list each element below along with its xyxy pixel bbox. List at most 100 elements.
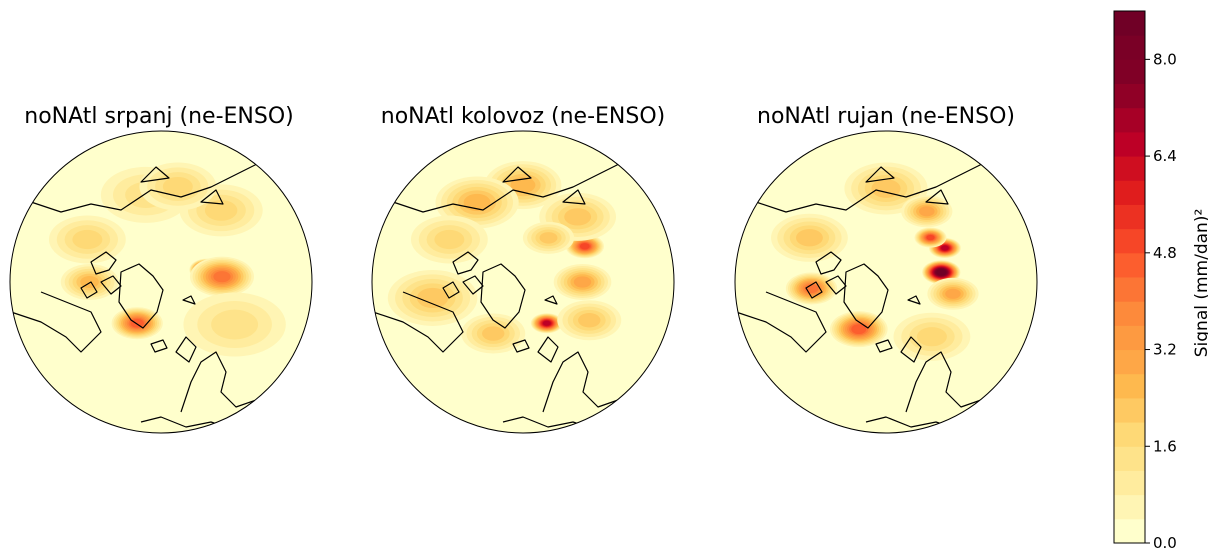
coastline: [452, 251, 479, 275]
colorbar-tick-label: 1.6: [1153, 437, 1177, 455]
signal-contour: [434, 229, 465, 250]
colorbar-block: [1114, 494, 1145, 520]
colorbar-ticks: 0.0 1.6 3.2 4.8 6.4 8.0: [1145, 50, 1177, 552]
coastline: [175, 336, 197, 363]
colorbar-block: [1114, 446, 1145, 471]
signal-contour: [72, 229, 103, 250]
signal-contour: [510, 177, 536, 194]
coastline: [512, 339, 530, 353]
signal-contour: [936, 269, 946, 276]
coastline: [544, 295, 558, 305]
coastline: [480, 263, 526, 329]
coastline: [900, 336, 922, 363]
signal-contour: [871, 179, 901, 198]
signal-contour: [130, 318, 144, 328]
colorbar-block: [1114, 518, 1145, 544]
colorbar-block: [1114, 131, 1145, 157]
signal-contour: [482, 326, 505, 341]
colorbar-block: [1114, 349, 1145, 375]
coastline: [180, 351, 272, 413]
colorbar-block: [1114, 470, 1145, 496]
signal-contour: [542, 320, 551, 326]
colorbar-tick-label: 6.4: [1153, 147, 1177, 165]
signal-contour: [916, 327, 947, 347]
coastline: [875, 339, 893, 353]
map-panel-kolovoz: noNAtl kolovoz (ne-ENSO): [371, 104, 675, 434]
colorbar-block: [1114, 397, 1145, 423]
signal-contour: [926, 234, 935, 241]
map-boundary: [371, 130, 675, 434]
coastline: [182, 295, 196, 305]
coastline: [100, 275, 122, 295]
coastline: [80, 281, 98, 299]
signal-contour: [416, 287, 449, 309]
coastline: [372, 291, 464, 353]
signal-contour: [564, 208, 592, 226]
colorbar-tick-label: 4.8: [1153, 244, 1177, 262]
colorbar-block: [1114, 35, 1145, 60]
coastline: [905, 351, 997, 413]
colorbar-tick-label: 0.0: [1153, 534, 1177, 552]
coastline: [140, 166, 170, 183]
coastline: [542, 351, 634, 413]
coastline: [537, 336, 559, 363]
signal-contour: [795, 229, 823, 247]
coastline: [805, 281, 823, 299]
colorbar-block: [1114, 59, 1145, 85]
signal-contour: [539, 232, 558, 244]
colorbar-block: [1114, 107, 1145, 133]
signal-contour: [919, 206, 935, 217]
signal-field: [387, 161, 622, 354]
signal-contour: [573, 276, 592, 288]
colorbar-label: Signal (mm/dan)²: [1192, 209, 1208, 358]
colorbar-block: [1114, 83, 1145, 109]
map-background: [735, 131, 1037, 433]
colorbar-blocks: [1114, 11, 1145, 544]
coastline: [200, 189, 224, 205]
map-panel-srpanj: noNAtl srpanj (ne-ENSO): [9, 104, 313, 434]
map-boundary: [734, 130, 1038, 434]
map-boundary: [9, 130, 313, 434]
coastline: [462, 275, 484, 295]
panel-title: noNAtl srpanj (ne-ENSO): [24, 104, 293, 129]
coastline: [90, 251, 117, 275]
coastline: [150, 339, 168, 353]
signal-contour: [213, 271, 231, 283]
colorbar-frame: [1113, 10, 1146, 544]
signal-contour: [204, 199, 238, 221]
coastline: [843, 263, 889, 329]
signal-contour: [579, 243, 590, 250]
colorbar-block: [1114, 301, 1145, 326]
colorbar-block: [1114, 277, 1145, 302]
coastline: [865, 166, 895, 183]
colorbar-block: [1114, 11, 1145, 36]
colorbar-block: [1114, 373, 1145, 399]
coastline: [562, 189, 586, 205]
colorbar-block: [1114, 325, 1145, 351]
colorbar-block: [1114, 204, 1145, 230]
signal-contour: [941, 245, 949, 251]
signal-contour: [463, 193, 491, 212]
panel-title: noNAtl kolovoz (ne-ENSO): [381, 104, 666, 129]
signal-contour: [578, 313, 601, 328]
colorbar: 0.0 1.6 3.2 4.8 6.4 8.0 Signal (mm/dan)²: [1113, 10, 1208, 552]
signal-contour: [162, 176, 193, 197]
colorbar-tick-label: 3.2: [1153, 341, 1177, 359]
coastline: [10, 291, 102, 353]
coastline: [735, 291, 827, 353]
map-panel-rujan: noNAtl rujan (ne-ENSO): [734, 104, 1038, 434]
coastline: [925, 189, 949, 205]
signal-contour: [211, 309, 259, 340]
signal-contour: [945, 288, 961, 299]
coastline: [442, 281, 460, 299]
signal-field: [48, 162, 286, 357]
coastlines: [735, 156, 1037, 433]
colorbar-tick-label: 8.0: [1153, 50, 1177, 68]
coastline: [815, 251, 842, 275]
coastline: [502, 166, 532, 183]
colorbar-block: [1114, 422, 1145, 447]
coastline: [825, 275, 847, 295]
colorbar-block: [1114, 228, 1145, 254]
colorbar-block: [1114, 180, 1145, 205]
